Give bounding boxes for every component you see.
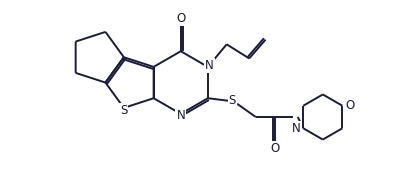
Text: N: N: [205, 59, 214, 72]
Text: N: N: [176, 109, 185, 122]
Text: O: O: [176, 12, 185, 26]
Text: S: S: [229, 94, 236, 107]
Text: S: S: [120, 103, 127, 117]
Text: O: O: [270, 142, 280, 155]
Text: N: N: [292, 122, 301, 135]
Text: O: O: [345, 99, 354, 112]
